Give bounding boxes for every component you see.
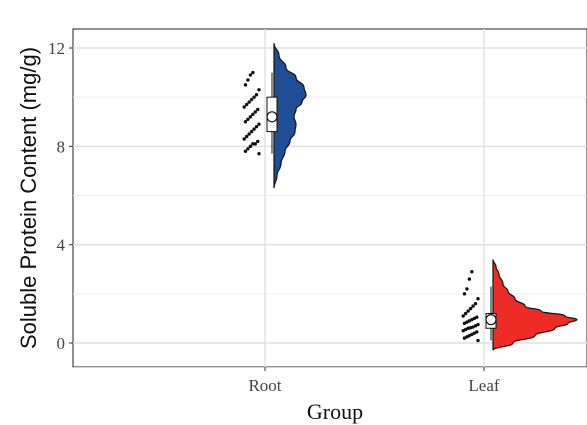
data-point [466,309,470,313]
data-point [247,132,251,136]
data-point [475,330,479,334]
data-point [462,292,467,296]
data-point [475,315,479,319]
data-point [248,144,253,149]
data-point [476,322,480,327]
data-point [256,107,260,112]
grid [73,29,587,369]
data-point [246,147,250,151]
y-tick-label: 8 [57,137,66,156]
data-point [257,88,261,92]
y-tick-label: 0 [57,334,66,353]
data-points [242,70,480,343]
data-point [249,97,254,102]
data-point [243,83,248,87]
data-point [465,287,469,291]
data-point [467,277,472,281]
data-point [248,73,253,77]
boxplots [266,72,497,341]
data-point [252,127,256,131]
data-point [253,142,258,146]
data-point [253,110,258,114]
violin-leaf [492,259,578,351]
data-point [476,297,480,301]
y-tick-label: 4 [57,236,66,255]
data-point [244,134,249,139]
x-axis-title: Group [307,399,363,424]
x-axis: Root Leaf [248,367,500,395]
data-point [251,112,255,117]
data-point [476,338,480,343]
data-point [254,93,259,97]
data-point [470,270,474,274]
data-point [473,301,478,306]
violin-root [273,43,307,189]
data-point [256,139,260,144]
data-point [243,149,248,153]
data-point [248,115,253,119]
y-axis: 0 4 8 12 [48,39,73,353]
x-tick-label-leaf: Leaf [468,376,499,395]
data-point [243,120,248,124]
data-point [242,105,246,109]
y-tick-label: 12 [48,39,65,58]
data-point [257,152,261,156]
data-point [471,304,475,308]
y-axis-title: Soluble Protein Content (mg/g) [16,47,41,349]
data-point [257,122,261,126]
mean-marker-root [266,111,278,123]
x-tick-label-root: Root [248,376,281,395]
violins [273,43,578,351]
data-point [252,95,256,99]
data-point [246,78,250,82]
data-point [251,142,255,146]
data-point [247,100,251,104]
data-point [249,129,254,134]
mean-marker-leaf [485,314,497,326]
data-point [251,70,255,75]
data-point [463,311,468,316]
data-point [246,117,250,121]
data-point [468,306,473,311]
data-point [244,102,249,107]
data-point [461,314,465,318]
data-point [242,137,246,141]
data-point [254,124,259,129]
